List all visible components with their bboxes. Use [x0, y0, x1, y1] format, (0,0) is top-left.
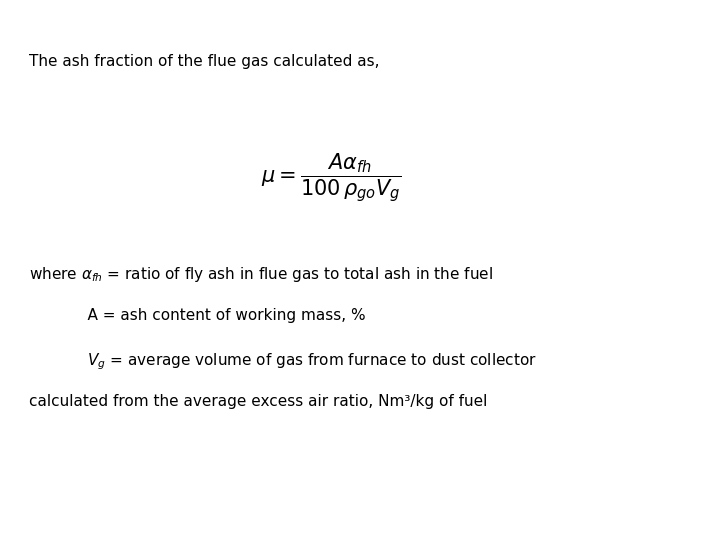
Text: $V_g$ = average volume of gas from furnace to dust collector: $V_g$ = average volume of gas from furna…	[29, 351, 536, 372]
Text: $\mu = \dfrac{A\alpha_{fh}}{100\,\rho_{go}V_g}$: $\mu = \dfrac{A\alpha_{fh}}{100\,\rho_{g…	[261, 151, 402, 204]
Text: calculated from the average excess air ratio, Nm³/kg of fuel: calculated from the average excess air r…	[29, 394, 487, 409]
Text: where $\alpha_{fh}$ = ratio of fly ash in flue gas to total ash in the fuel: where $\alpha_{fh}$ = ratio of fly ash i…	[29, 265, 492, 284]
Text: A = ash content of working mass, %: A = ash content of working mass, %	[29, 308, 366, 323]
Text: The ash fraction of the flue gas calculated as,: The ash fraction of the flue gas calcula…	[29, 54, 379, 69]
